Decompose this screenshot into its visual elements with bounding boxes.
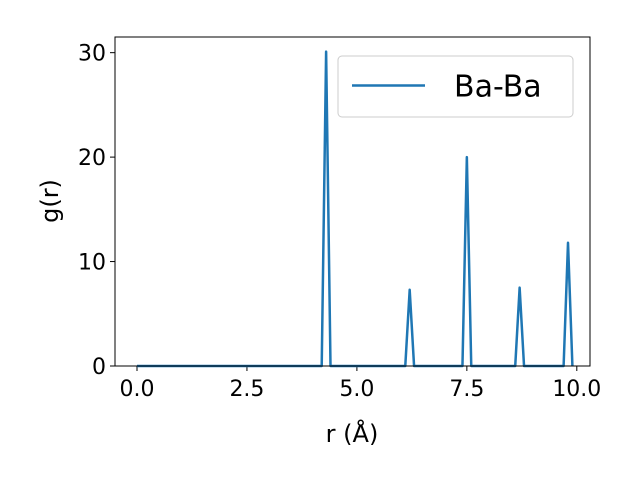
x-tick-label: 7.5 <box>449 377 484 402</box>
x-axis-label: r (Å) <box>326 419 379 448</box>
x-tick-label: 5.0 <box>339 377 374 402</box>
plot-frame <box>114 36 591 367</box>
y-tick-label: 10 <box>78 251 106 276</box>
y-axis-label: g(r) <box>36 179 64 223</box>
x-tick-label: 10.0 <box>552 377 601 402</box>
y-tick-label: 30 <box>78 42 106 67</box>
legend-box <box>337 55 574 118</box>
x-tick-label: 2.5 <box>229 377 264 402</box>
y-tick-label: 0 <box>92 355 106 380</box>
legend-label: Ba-Ba <box>454 70 542 105</box>
y-tick-label: 20 <box>78 146 106 171</box>
x-tick-label: 0.0 <box>119 377 154 402</box>
